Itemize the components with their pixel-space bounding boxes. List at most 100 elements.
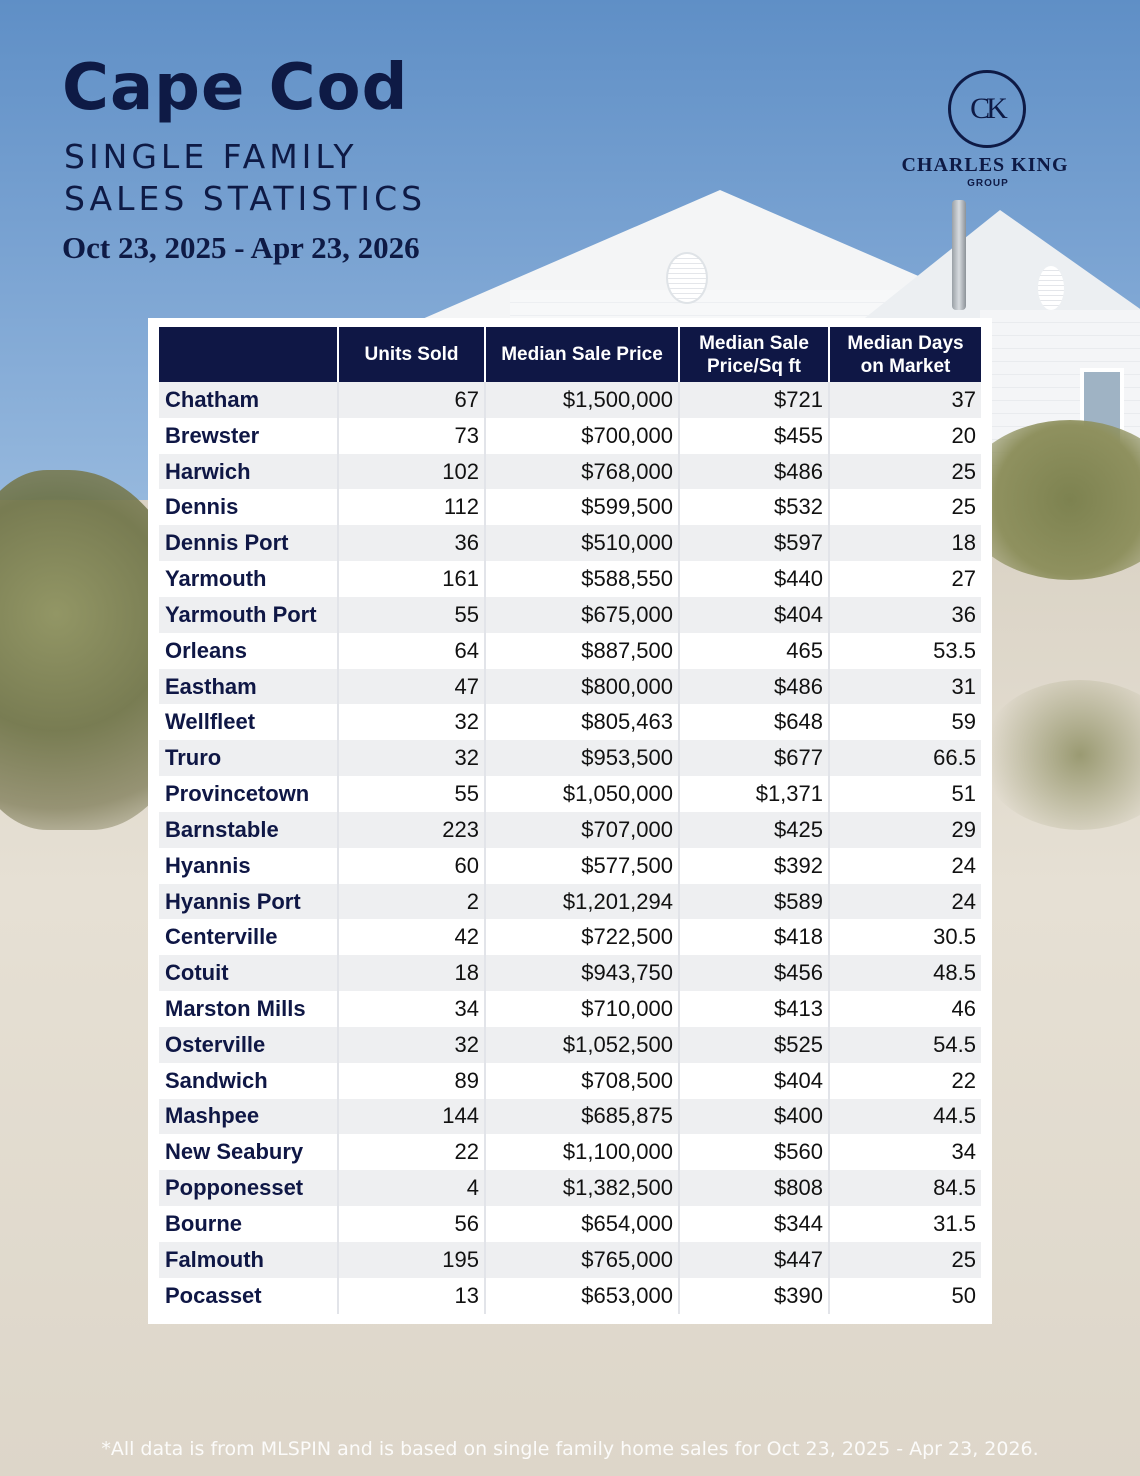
column-header-units-sold: Units Sold bbox=[338, 327, 486, 382]
table-row: Falmouth 195 $765,000 $447 25 bbox=[159, 1241, 981, 1278]
price-sqft-cell: 465 bbox=[679, 632, 830, 669]
table-row: Osterville 32 $1,052,500 $525 54.5 bbox=[159, 1026, 981, 1063]
page-subtitle: SINGLE FAMILY SALES STATISTICS bbox=[64, 136, 484, 220]
table-row: Yarmouth 161 $588,550 $440 27 bbox=[159, 561, 981, 597]
town-cell: Yarmouth Port bbox=[159, 596, 339, 633]
page-title: Cape Cod bbox=[62, 51, 409, 125]
subtitle-line: SINGLE FAMILY bbox=[64, 137, 358, 176]
town-cell: Sandwich bbox=[159, 1062, 339, 1099]
median-price-cell: $722,500 bbox=[485, 919, 680, 956]
table-row: Hyannis 60 $577,500 $392 24 bbox=[159, 847, 981, 884]
table-row: Cotuit 18 $943,750 $456 48.5 bbox=[159, 955, 981, 992]
units-sold-cell: 102 bbox=[338, 453, 486, 490]
price-sqft-cell: $392 bbox=[679, 847, 830, 884]
median-price-cell: $953,500 bbox=[485, 740, 680, 777]
date-range: Oct 23, 2025 - Apr 23, 2026 bbox=[62, 230, 420, 265]
median-price-cell: $599,500 bbox=[485, 489, 680, 526]
town-cell: Centerville bbox=[159, 919, 339, 956]
price-sqft-cell: $344 bbox=[679, 1206, 830, 1242]
median-price-cell: $800,000 bbox=[485, 668, 680, 705]
price-sqft-cell: $456 bbox=[679, 955, 830, 992]
units-sold-cell: 60 bbox=[338, 847, 486, 884]
town-cell: Dennis bbox=[159, 489, 339, 526]
column-header-median-days: Median Days on Market bbox=[829, 327, 981, 382]
days-on-market-cell: 59 bbox=[829, 704, 981, 741]
table-row: Orleans 64 $887,500 465 53.5 bbox=[159, 632, 981, 669]
units-sold-cell: 56 bbox=[338, 1206, 486, 1242]
units-sold-cell: 112 bbox=[338, 489, 486, 526]
units-sold-cell: 13 bbox=[338, 1277, 486, 1314]
units-sold-cell: 34 bbox=[338, 991, 486, 1027]
logo-monogram: CK bbox=[948, 70, 1026, 148]
units-sold-cell: 42 bbox=[338, 919, 486, 956]
median-price-cell: $943,750 bbox=[485, 955, 680, 992]
days-on-market-cell: 84.5 bbox=[829, 1170, 981, 1207]
table-row: Wellfleet 32 $805,463 $648 59 bbox=[159, 704, 981, 741]
units-sold-cell: 73 bbox=[338, 417, 486, 454]
days-on-market-cell: 31.5 bbox=[829, 1206, 981, 1242]
price-sqft-cell: $455 bbox=[679, 417, 830, 454]
price-sqft-cell: $1,371 bbox=[679, 776, 830, 812]
median-price-cell: $1,050,000 bbox=[485, 776, 680, 812]
price-sqft-cell: $390 bbox=[679, 1277, 830, 1314]
town-cell: Barnstable bbox=[159, 811, 339, 848]
town-cell: Falmouth bbox=[159, 1241, 339, 1278]
median-price-cell: $654,000 bbox=[485, 1206, 680, 1242]
table-body: Chatham 67 $1,500,000 $721 37 Brewster 73 $700,… bbox=[159, 382, 981, 1314]
days-on-market-cell: 44.5 bbox=[829, 1098, 981, 1135]
days-on-market-cell: 37 bbox=[829, 382, 981, 418]
logo-group-label: GROUP bbox=[967, 178, 1009, 189]
median-price-cell: $510,000 bbox=[485, 525, 680, 562]
price-sqft-cell: $560 bbox=[679, 1134, 830, 1171]
table-row: Sandwich 89 $708,500 $404 22 bbox=[159, 1062, 981, 1099]
column-header-median-price-sqft: Median Sale Price/Sq ft bbox=[679, 327, 830, 382]
table-row: Provincetown 55 $1,050,000 $1,371 51 bbox=[159, 776, 981, 812]
median-price-cell: $1,201,294 bbox=[485, 883, 680, 920]
days-on-market-cell: 18 bbox=[829, 525, 981, 562]
town-cell: Brewster bbox=[159, 417, 339, 454]
company-logo: CK CHARLES KING GROUP bbox=[900, 70, 1080, 200]
days-on-market-cell: 25 bbox=[829, 489, 981, 526]
days-on-market-cell: 24 bbox=[829, 847, 981, 884]
price-sqft-cell: $525 bbox=[679, 1026, 830, 1063]
gable-vent bbox=[666, 252, 708, 304]
table-row: Mashpee 144 $685,875 $400 44.5 bbox=[159, 1098, 981, 1135]
price-sqft-cell: $404 bbox=[679, 1062, 830, 1099]
town-cell: Pocasset bbox=[159, 1277, 339, 1314]
town-cell: Truro bbox=[159, 740, 339, 777]
median-price-cell: $1,052,500 bbox=[485, 1026, 680, 1063]
median-price-cell: $765,000 bbox=[485, 1241, 680, 1278]
days-on-market-cell: 27 bbox=[829, 561, 981, 597]
price-sqft-cell: $400 bbox=[679, 1098, 830, 1135]
table-row: Hyannis Port 2 $1,201,294 $589 24 bbox=[159, 883, 981, 920]
table-row: Chatham 67 $1,500,000 $721 37 bbox=[159, 382, 981, 418]
units-sold-cell: 18 bbox=[338, 955, 486, 992]
town-cell: Hyannis Port bbox=[159, 883, 339, 920]
town-cell: Wellfleet bbox=[159, 704, 339, 741]
units-sold-cell: 195 bbox=[338, 1241, 486, 1278]
median-price-cell: $577,500 bbox=[485, 847, 680, 884]
table-row: Brewster 73 $700,000 $455 20 bbox=[159, 417, 981, 454]
units-sold-cell: 55 bbox=[338, 776, 486, 812]
units-sold-cell: 32 bbox=[338, 740, 486, 777]
units-sold-cell: 161 bbox=[338, 561, 486, 597]
table-row: Yarmouth Port 55 $675,000 $404 36 bbox=[159, 596, 981, 633]
median-price-cell: $588,550 bbox=[485, 561, 680, 597]
table-row: Centerville 42 $722,500 $418 30.5 bbox=[159, 919, 981, 956]
median-price-cell: $675,000 bbox=[485, 596, 680, 633]
days-on-market-cell: 66.5 bbox=[829, 740, 981, 777]
town-cell: Marston Mills bbox=[159, 991, 339, 1027]
table-row: Marston Mills 34 $710,000 $413 46 bbox=[159, 991, 981, 1027]
median-price-cell: $708,500 bbox=[485, 1062, 680, 1099]
table-row: Truro 32 $953,500 $677 66.5 bbox=[159, 740, 981, 777]
stats-table-card: Units Sold Median Sale Price Median Sale… bbox=[148, 318, 992, 1324]
table-row: Bourne 56 $654,000 $344 31.5 bbox=[159, 1206, 981, 1242]
town-cell: Hyannis bbox=[159, 847, 339, 884]
price-sqft-cell: $677 bbox=[679, 740, 830, 777]
median-price-cell: $1,382,500 bbox=[485, 1170, 680, 1207]
units-sold-cell: 2 bbox=[338, 883, 486, 920]
table-row: Barnstable 223 $707,000 $425 29 bbox=[159, 811, 981, 848]
column-header-town bbox=[159, 327, 339, 382]
table-row: Eastham 47 $800,000 $486 31 bbox=[159, 668, 981, 705]
price-sqft-cell: $532 bbox=[679, 489, 830, 526]
